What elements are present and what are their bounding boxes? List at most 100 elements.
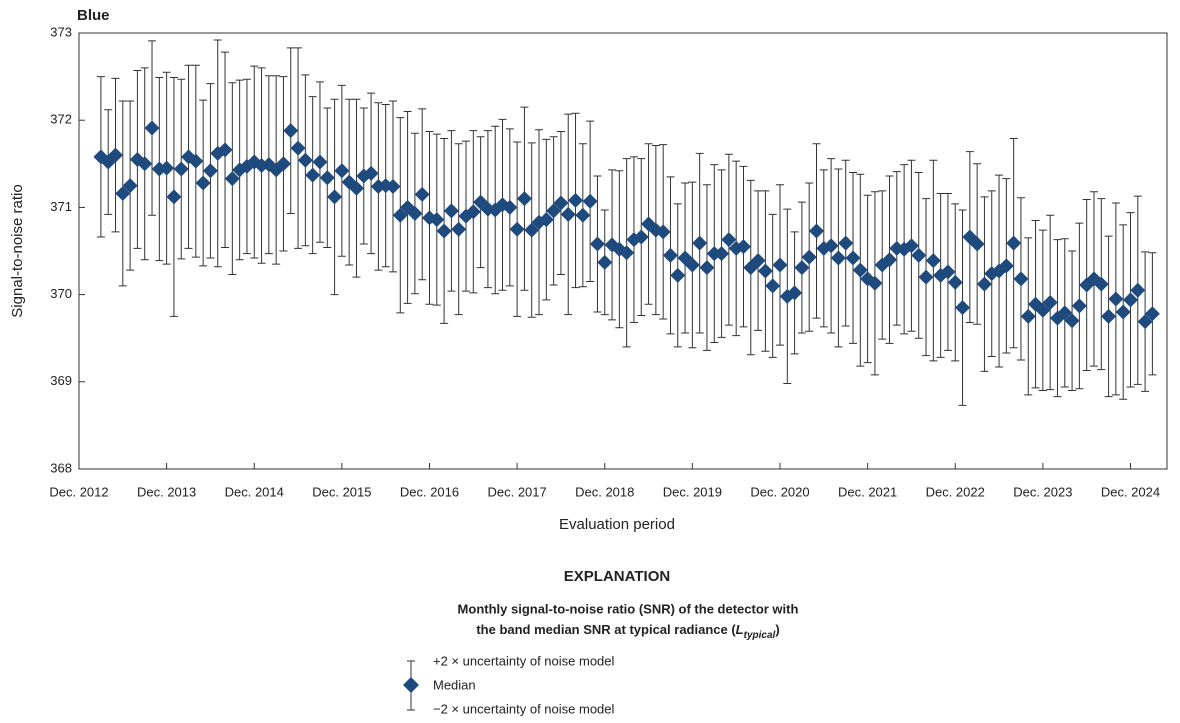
x-tick-label: Dec. 2013 [137,484,196,499]
median-marker [918,269,934,285]
median-marker [1064,313,1080,329]
median-marker [568,192,584,208]
median-marker [429,212,445,228]
median-marker [925,253,941,269]
median-marker [312,154,328,170]
plot-frame [78,32,1168,470]
median-marker [188,153,204,169]
median-marker [202,163,218,179]
median-marker [714,246,730,262]
median-marker [334,163,350,179]
legend-label: −2 × uncertainty of noise model [433,701,615,716]
median-marker [845,250,861,266]
x-tick-label: Dec. 2015 [312,484,371,499]
legend-label: Median [433,677,476,692]
median-marker [1013,271,1029,287]
median-marker [597,254,613,270]
median-marker [903,238,919,254]
median-marker [159,160,175,176]
median-marker [297,152,313,168]
x-tick-label: Dec. 2023 [1013,484,1072,499]
median-marker [305,167,321,183]
median-marker [122,178,138,194]
legend-caption: ) [775,622,779,637]
median-marker [947,274,963,290]
median-marker [1144,306,1160,322]
median-marker [1108,291,1124,307]
x-tick-label: Dec. 2016 [400,484,459,499]
x-tick-label: Dec. 2018 [575,484,634,499]
legend-symbol: L [736,622,744,637]
median-marker [670,267,686,283]
median-marker [969,236,985,252]
median-marker [407,206,423,222]
median-marker [392,207,408,223]
median-marker [1101,308,1117,324]
median-marker [911,247,927,263]
median-marker [363,165,379,181]
median-marker [757,263,773,279]
median-marker [538,212,554,228]
x-tick-label: Dec. 2019 [663,484,722,499]
median-marker [436,223,452,239]
median-marker [852,262,868,278]
median-marker [976,276,992,292]
y-tick-label: 373 [50,24,72,39]
median-marker [809,223,825,239]
median-marker [765,278,781,294]
median-marker [940,264,956,280]
median-marker [1042,294,1058,310]
x-axis-label: Evaluation period [559,516,675,533]
median-marker [699,260,715,276]
median-marker [144,120,160,136]
legend-caption: the band median SNR at typical radiance … [476,622,736,637]
legend-title: EXPLANATION [564,568,670,585]
median-marker [451,221,467,237]
x-tick-label: Dec. 2017 [487,484,546,499]
legend-caption: the band median SNR at typical radiance … [476,622,779,640]
median-marker [611,241,627,257]
median-marker [275,156,291,172]
median-marker [1130,282,1146,298]
median-marker [327,189,343,205]
median-marker [955,300,971,316]
legend-caption: Monthly signal-to-noise ratio (SNR) of t… [458,601,799,616]
median-marker [173,161,189,177]
median-marker [348,180,364,196]
median-marker [838,235,854,251]
y-tick-label: 370 [50,286,72,301]
median-marker [1137,314,1153,330]
median-marker [1006,235,1022,251]
x-tick-label: Dec. 2014 [225,484,284,499]
median-marker [137,156,153,172]
y-tick-label: 368 [50,460,72,475]
median-marker [582,193,598,209]
median-marker [553,195,569,211]
median-marker [516,191,532,207]
median-marker [684,257,700,273]
median-marker [692,235,708,251]
median-marker [224,171,240,187]
x-tick-label: Dec. 2024 [1101,484,1160,499]
median-marker [823,238,839,254]
x-tick-label: Dec. 2012 [49,484,108,499]
median-marker [385,178,401,194]
legend-label: +2 × uncertainty of noise model [433,653,615,668]
median-marker [465,204,481,220]
median-marker [633,229,649,245]
median-marker [882,252,898,268]
median-marker [662,247,678,263]
median-marker [1035,302,1051,318]
median-marker [108,147,124,163]
y-tick-label: 372 [50,112,72,127]
median-marker [1093,276,1109,292]
median-marker [283,123,299,139]
median-marker [443,203,459,219]
median-marker [867,275,883,291]
median-marker [319,170,335,186]
median-marker [195,175,211,191]
median-marker [524,222,540,238]
x-tick-label: Dec. 2021 [838,484,897,499]
y-axis-label: Signal-to-noise ratio [9,184,26,317]
